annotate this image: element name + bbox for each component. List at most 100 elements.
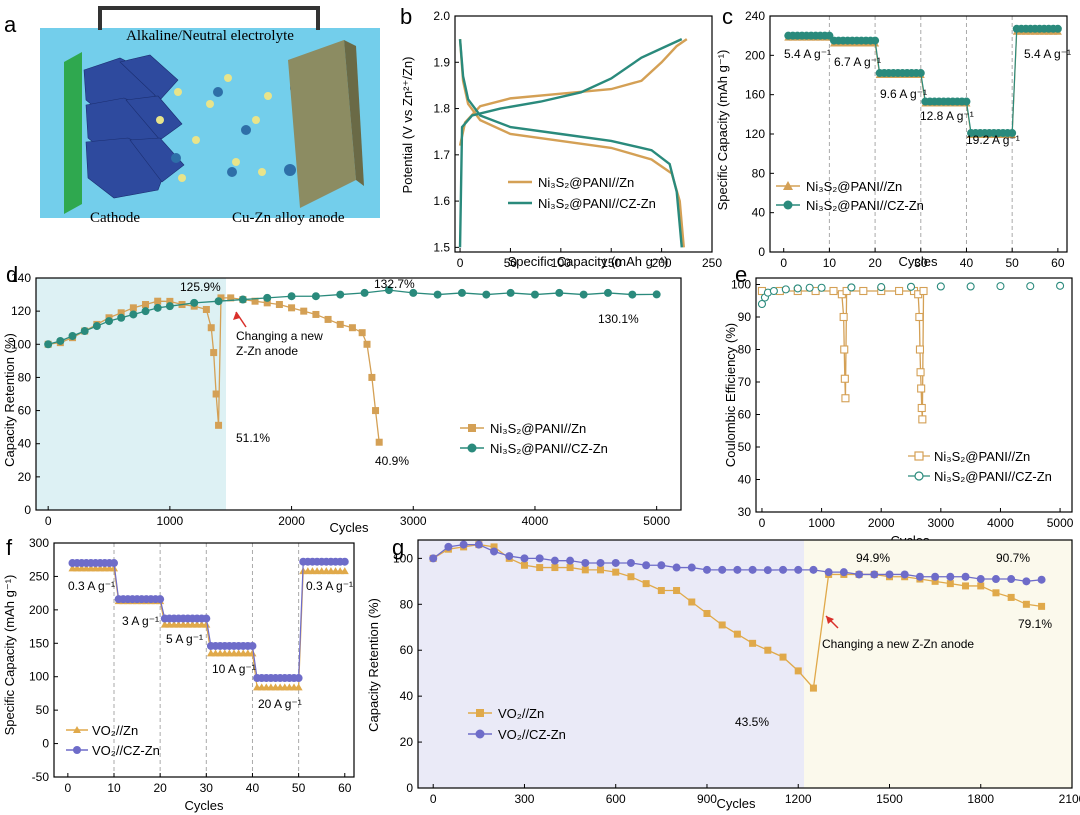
point-d-0-28 [336,320,344,328]
anode-plate-edge [344,40,364,186]
rate-label-c-1: 6.7 A g⁻¹ [834,55,881,69]
xtick-label-d-5: 5000 [643,514,670,528]
electrolyte-label: Alkaline/Neutral electrolyte [126,28,294,44]
xtick-label-d-3: 3000 [400,514,427,528]
xtick-label-f-3: 30 [200,781,214,795]
xtick-label-d-1: 1000 [157,514,184,528]
point-d-1-24 [506,288,515,297]
point-d-1-1 [56,336,65,345]
point-d-0-14 [207,324,215,332]
panel-label-d: d [6,262,18,287]
panel-label-e: e [735,262,747,287]
xtick-label-g-4: 1200 [785,792,812,806]
anode-plate [288,40,356,208]
annot-d-2: 130.1% [598,312,639,326]
xtick-label-d-2: 2000 [278,514,305,528]
series-c-1 [784,24,1062,138]
point-g-1-4 [490,547,499,556]
xtick-label-e-0: 0 [759,516,766,530]
point-g-1-34 [946,572,955,581]
rate-label-c-0: 5.4 A g⁻¹ [784,47,831,61]
point-g-1-38 [1007,575,1016,584]
point-g-1-28 [855,570,864,579]
ytick-label-b-4: 1.9 [433,55,450,69]
point-d-1-5 [105,317,114,326]
panel-a: a Alkaline/Neutral electrolyte Cathode C… [4,6,380,226]
point-e-0-21 [918,415,927,424]
series-g-1 [429,540,1046,586]
point-g-0-35 [962,582,970,590]
rate-label-c-2: 9.6 A g⁻¹ [880,87,927,101]
point-e-1-8 [847,283,856,292]
xlabel-g: Cycles [716,796,756,811]
legend-d-marker-0 [468,424,476,432]
point-d-0-16 [212,390,220,398]
ytick-label-c-0: 0 [758,245,765,259]
point-g-0-4 [490,543,498,551]
point-d-0-23 [275,301,283,309]
xtick-label-f-4: 40 [246,781,260,795]
xtick-label-b-3: 150 [601,256,621,270]
annot-g-0: 94.9% [856,551,890,565]
panel-label-b: b [400,4,412,29]
point-e-0-13 [895,286,904,296]
xtick-label-d-0: 0 [45,514,52,528]
ytick-label-c-3: 120 [745,127,765,141]
panel-b: b 0 50 100 150 200 250 1.5 1.6 1.7 1.8 1.9 2.0 Pote… [400,4,722,270]
axes-frame-b [454,15,713,253]
rate-label-f-1: 3 A g⁻¹ [122,614,159,628]
xtick-label-b-0: 0 [457,256,464,270]
ytick-label-d-3: 60 [18,404,32,418]
point-g-1-15 [657,561,666,570]
point-g-1-14 [642,561,651,570]
ytick-label-d-0: 0 [24,503,31,517]
ytick-label-d-5: 100 [11,337,31,351]
axes-frame-g [417,539,1073,789]
ylabel-g: Capacity Retention (%) [366,598,381,732]
xtick-label-e-3: 3000 [927,516,954,530]
annot-g-2: 79.1% [1018,617,1052,631]
point-d-0-15 [210,349,218,357]
line-b-1-1 [458,38,683,248]
point-g-1-5 [505,552,514,561]
xtick-label-f-0: 0 [65,781,72,795]
xtick-label-f-2: 20 [153,781,167,795]
point-g-0-39 [1022,600,1030,608]
point-e-0-16 [915,312,924,322]
point-g-0-20 [733,630,741,638]
ytick-label-f-5: 200 [29,603,49,617]
ytick-label-d-7: 140 [11,271,31,285]
point-f-1-59 [340,557,349,566]
point-g-1-32 [915,572,924,581]
point-d-0-34 [375,438,383,446]
xtick-label-g-1: 300 [514,792,534,806]
legend-e: Ni₃S₂@PANI//Zn Ni₃S₂@PANI//CZ-Zn [908,449,1052,484]
point-g-1-36 [976,575,985,584]
xtick-label-e-5: 5000 [1047,516,1074,530]
ytick-label-c-2: 80 [752,166,766,180]
point-d-0-7 [129,304,137,312]
point-d-1-7 [129,310,138,319]
ytick-label-e-1: 40 [738,473,752,487]
point-e-1-13 [996,282,1005,291]
point-d-1-19 [384,286,393,295]
point-e-0-7 [840,345,849,354]
point-g-0-11 [597,566,605,574]
point-g-1-40 [1037,575,1046,584]
ytick-label-f-3: 100 [29,670,49,684]
ytick-label-f-1: 0 [42,737,49,751]
ytick-label-c-5: 200 [745,48,765,62]
xtick-label-c-4: 40 [960,256,974,270]
ytick-label-d-6: 120 [11,304,31,318]
legend-d: Ni₃S₂@PANI//Zn Ni₃S₂@PANI//CZ-Zn [460,421,608,456]
rate-labels-c: 5.4 A g⁻¹ 6.7 A g⁻¹ 9.6 A g⁻¹ 12.8 A g⁻¹… [784,47,1071,147]
point-g-0-40 [1038,602,1046,610]
point-e-1-5 [793,284,802,293]
point-d-1-21 [433,290,442,299]
xtick-label-e-4: 4000 [987,516,1014,530]
annot-d-0: 125.9% [180,280,221,294]
point-e-0-17 [915,345,925,354]
point-f-0-39 [248,649,257,657]
point-g-0-15 [657,587,665,595]
